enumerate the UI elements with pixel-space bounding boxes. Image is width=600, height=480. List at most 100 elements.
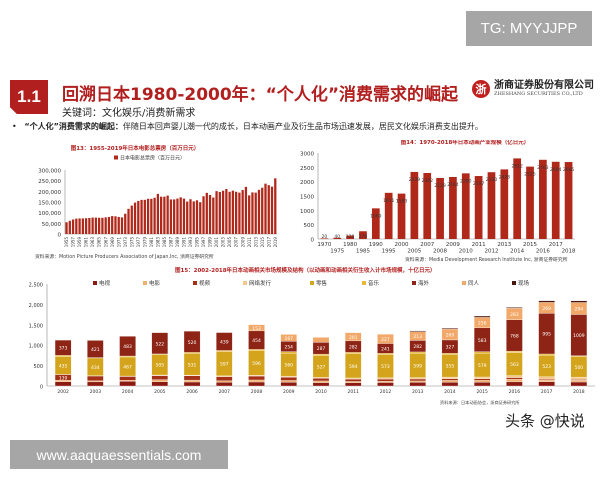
bar-segment: [312, 378, 330, 382]
data-label: 254: [284, 344, 293, 350]
bar: [111, 216, 114, 234]
bar-segment: [183, 331, 201, 353]
y-tick-label: 250,000: [38, 179, 61, 185]
bar-segment: [473, 380, 491, 383]
data-label: 2694: [550, 167, 562, 173]
x-tick-label: 2002: [57, 389, 69, 395]
bar: [215, 191, 218, 234]
y-tick-label: 300,000: [38, 169, 61, 175]
x-tick-label: 1995: [382, 249, 396, 255]
legend-label: 网络发行: [249, 279, 272, 287]
y-tick-label: 0: [40, 385, 43, 391]
x-tick-label: 1977: [136, 237, 141, 248]
bar: [397, 193, 406, 239]
x-tick-label: 1963: [90, 237, 95, 248]
x-tick-label: 2016: [536, 249, 550, 255]
bar-segment: [377, 377, 394, 380]
y-tick-label: 0: [58, 233, 62, 239]
bar-segment: [87, 380, 104, 383]
x-tick-label: 2016: [509, 389, 521, 395]
x-tick-label: 2000: [395, 242, 409, 248]
x-tick-label: 1973: [123, 237, 128, 248]
bar: [218, 191, 221, 234]
x-tick-label: 2017: [541, 389, 553, 395]
bar: [81, 218, 84, 234]
y-tick-label: 100,000: [38, 211, 61, 217]
x-tick-label: 2003: [90, 389, 102, 395]
bar-segment: [473, 378, 491, 381]
data-label: 483: [123, 344, 132, 350]
data-label: 1583: [396, 199, 408, 205]
bar: [202, 196, 205, 234]
x-tick-label: 2015: [476, 389, 488, 395]
bar: [114, 216, 117, 234]
data-label: 2339: [409, 177, 421, 183]
data-label: 520: [188, 340, 197, 346]
watermark-platform: 头条 @快说: [505, 412, 585, 430]
data-label: 153: [252, 326, 261, 332]
bullet-lead: “个人化”消费需求的崛起：: [24, 122, 123, 131]
data-label: 327: [446, 345, 455, 351]
y-tick-label: 2500: [300, 166, 314, 172]
bar: [212, 197, 215, 234]
x-tick-label: 2012: [484, 249, 498, 255]
bar: [257, 189, 261, 234]
x-tick-label: 2013: [497, 242, 511, 248]
bar-segment: [409, 380, 426, 383]
chart-anime-industry: 图14：1970-2018年日本动画产业规模（亿日元） 0 500 1000 1500 2…: [300, 140, 576, 263]
data-label: 560: [284, 363, 293, 369]
legend-label: 同人: [468, 280, 480, 287]
data-label: 241: [381, 346, 390, 352]
x-tick-label: 2015: [260, 237, 265, 248]
bar: [359, 231, 367, 239]
bar-segment: [280, 334, 297, 342]
bar-segment: [473, 351, 491, 354]
bar: [130, 205, 133, 234]
watermark-tg: TG: MYYJJPP: [466, 11, 592, 46]
bar: [173, 199, 176, 234]
bar-segment: [538, 376, 555, 380]
legend-swatch: [512, 281, 516, 285]
data-label: 269: [446, 332, 455, 338]
bar-segment: [183, 352, 201, 354]
bar-segment: [345, 332, 362, 342]
bar: [186, 201, 189, 234]
x-tick-label: 1989: [175, 237, 180, 248]
bar-segment: [280, 351, 297, 354]
x-tick-label: 2005: [154, 389, 166, 395]
x-tick-label: 1993: [188, 237, 193, 248]
data-label: 2164: [447, 182, 459, 188]
data-label: 434: [91, 365, 100, 371]
legend-swatch: [362, 281, 366, 285]
data-label: 227: [381, 337, 390, 343]
x-tick-label: 2014: [510, 249, 524, 255]
bar: [320, 238, 329, 239]
data-label: 2197: [473, 181, 485, 187]
bar-segment: [377, 382, 394, 387]
x-tick-label: 2012: [380, 389, 392, 395]
data-label: 768: [510, 333, 519, 339]
data-label: 2525: [524, 172, 536, 178]
bar-segment: [473, 315, 491, 318]
section-number: 1.1: [10, 80, 48, 114]
x-tick-label: 2009: [240, 237, 245, 248]
data-label: 522: [156, 341, 165, 347]
x-tick-label: 2008: [433, 249, 447, 255]
bar: [487, 172, 496, 239]
bar: [526, 166, 534, 239]
bar: [169, 199, 173, 234]
x-tick-label: 1961: [84, 237, 89, 248]
bar-segment: [345, 378, 362, 382]
bar-segment: [119, 380, 136, 382]
bar-segment: [473, 376, 491, 379]
y-tick-label: 150,000: [38, 201, 61, 207]
bar-segment: [54, 339, 72, 356]
bar-segment: [183, 379, 201, 383]
data-label: 256: [478, 321, 487, 327]
bar: [205, 192, 208, 234]
data-label: 467: [123, 365, 132, 371]
chart-title: 图15：2002-2018年日本动画相关市场规模及结构（以动画和动画相关衍生收入…: [175, 266, 436, 274]
bar: [146, 198, 150, 234]
data-label: 421: [91, 347, 100, 353]
data-label: 2129: [434, 183, 446, 189]
